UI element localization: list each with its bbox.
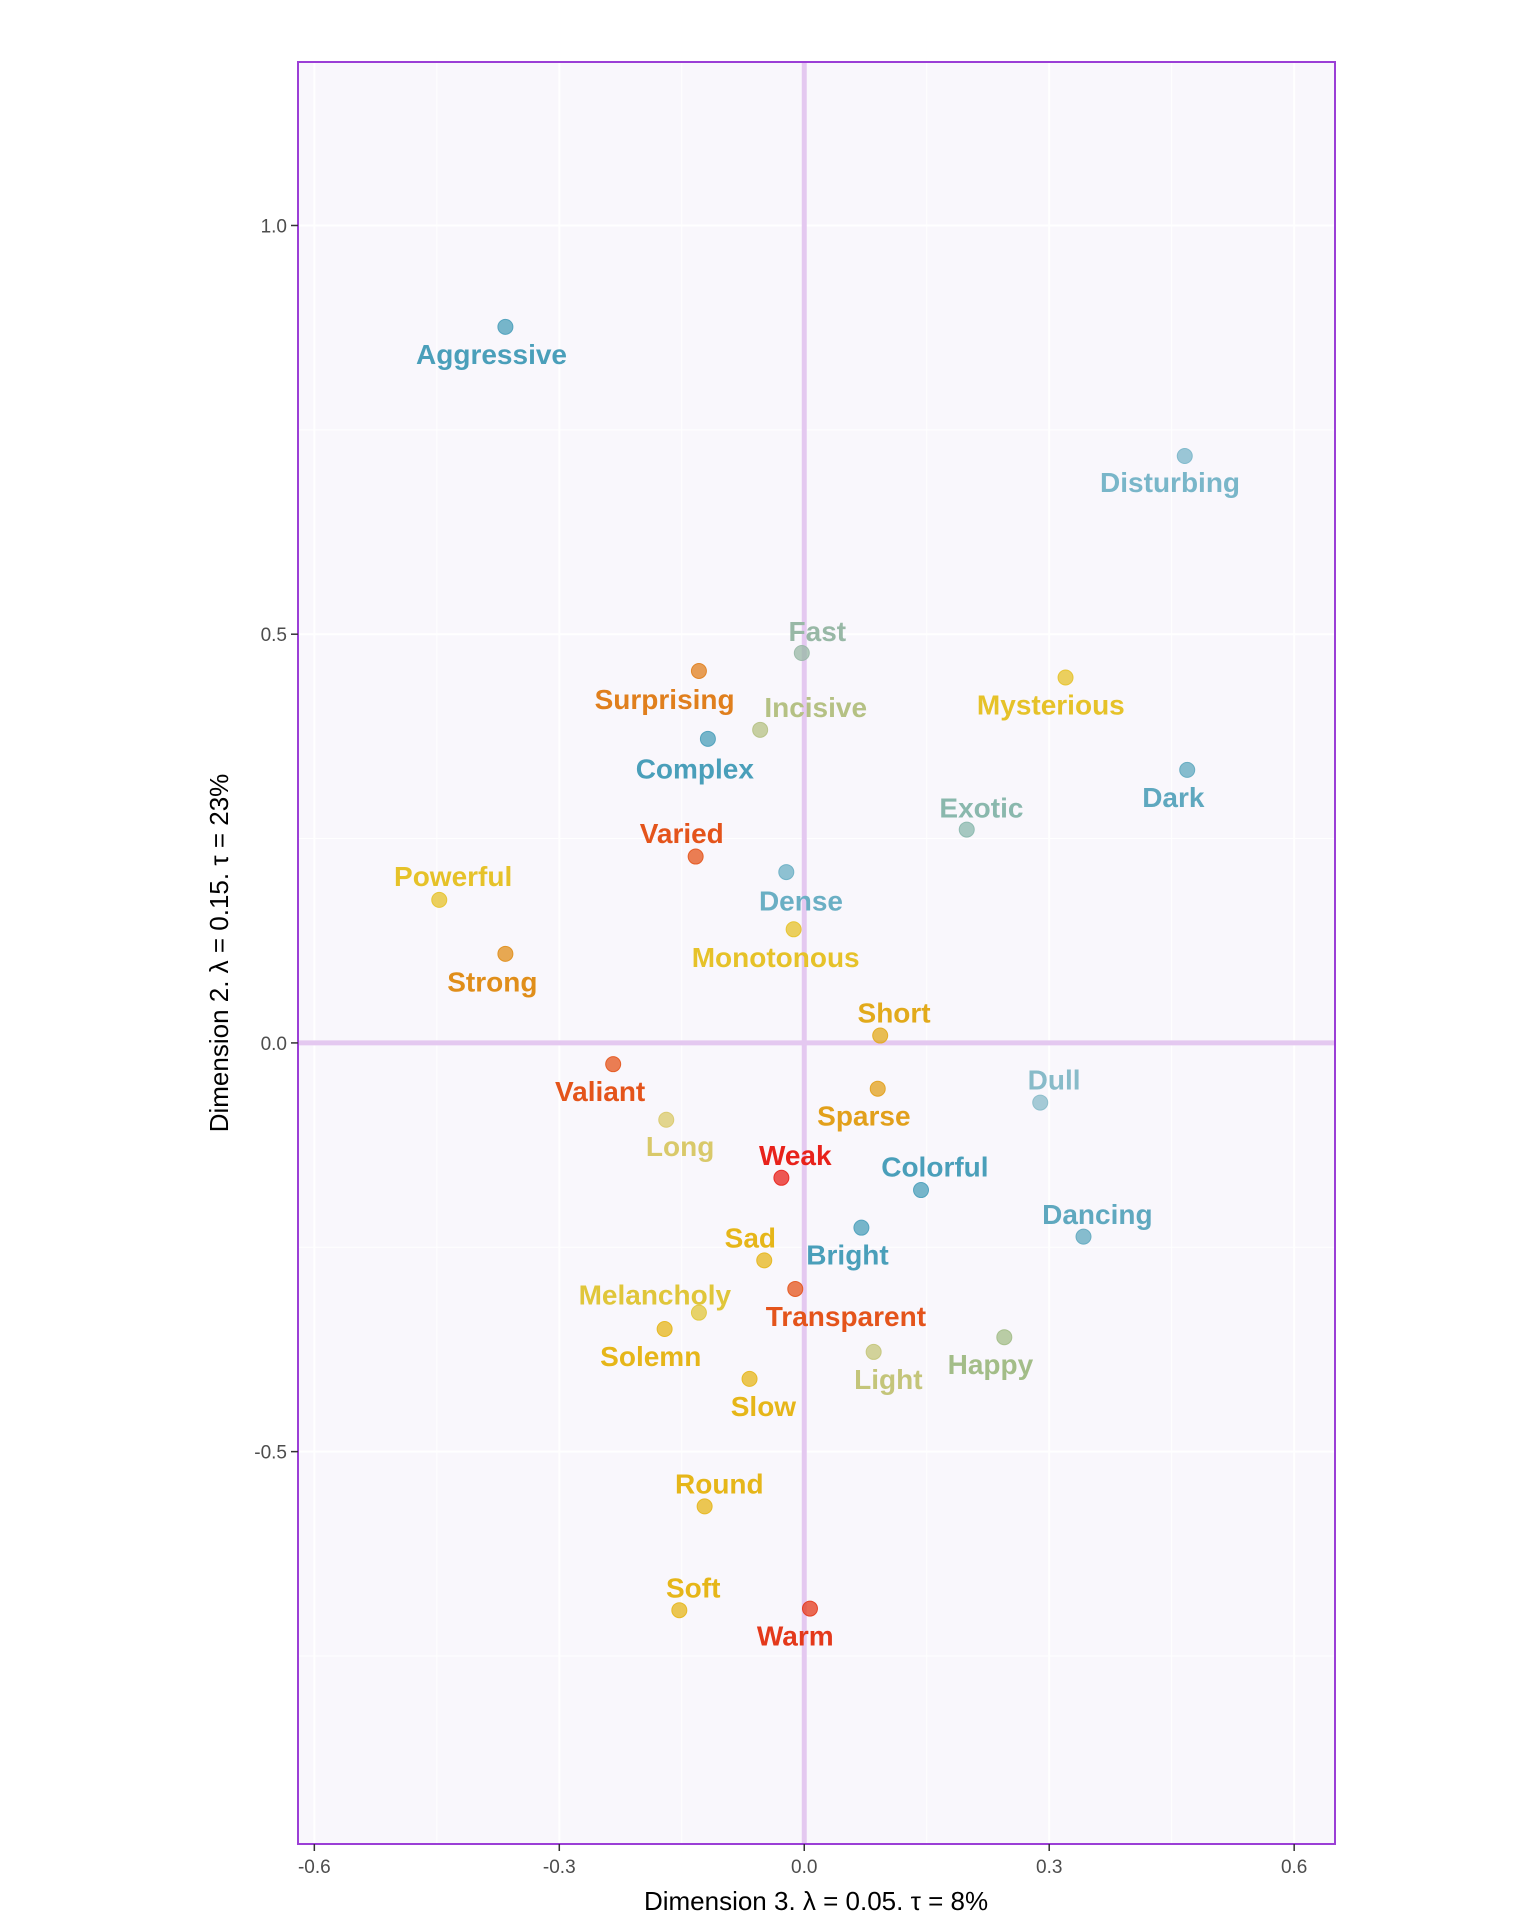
data-point	[958, 821, 975, 838]
data-point	[1176, 448, 1193, 465]
point-label: Dull	[1028, 1065, 1081, 1096]
x-tick-label: -0.3	[543, 1857, 576, 1878]
point-label: Long	[646, 1131, 714, 1162]
x-tick-label: 0.3	[1036, 1857, 1062, 1878]
point-label: Powerful	[394, 861, 512, 892]
x-tick-label: 0.6	[1281, 1857, 1307, 1878]
point-label: Exotic	[939, 792, 1023, 823]
data-point	[690, 662, 707, 679]
point-label: Fast	[789, 616, 847, 647]
y-tick-label: 1.0	[261, 216, 287, 237]
point-label: Sparse	[817, 1101, 910, 1132]
data-point	[778, 864, 795, 881]
panel-frame	[297, 61, 1336, 1845]
y-tick-label: 0.5	[261, 625, 287, 646]
data-point	[785, 921, 802, 938]
point-label: Dark	[1142, 782, 1205, 813]
data-point	[741, 1370, 758, 1387]
point-label: Short	[858, 998, 931, 1029]
data-point	[1075, 1228, 1092, 1245]
point-label: Slow	[731, 1391, 797, 1422]
data-point	[1179, 761, 1196, 778]
point-label: Light	[854, 1364, 922, 1395]
point-label: Happy	[948, 1349, 1034, 1380]
data-point	[687, 848, 704, 865]
data-point	[696, 1498, 713, 1515]
point-label: Strong	[447, 967, 537, 998]
data-point	[671, 1602, 688, 1619]
point-label: Transparent	[766, 1301, 926, 1332]
data-point	[801, 1600, 818, 1617]
point-label: Colorful	[881, 1151, 988, 1182]
point-label: Mysterious	[977, 690, 1125, 721]
y-axis-title: Dimension 2. λ = 0.15. τ = 23%	[204, 774, 234, 1133]
point-label: Valiant	[555, 1076, 645, 1107]
data-point	[756, 1252, 773, 1269]
data-point	[996, 1329, 1013, 1346]
point-label: Sad	[725, 1222, 776, 1253]
point-label: Dancing	[1042, 1199, 1152, 1230]
data-point	[605, 1056, 622, 1073]
data-point	[787, 1280, 804, 1297]
data-point	[497, 318, 514, 335]
y-tick-label: 0.0	[261, 1034, 287, 1055]
point-label: Warm	[757, 1621, 834, 1652]
point-label: Disturbing	[1100, 467, 1240, 498]
point-label: Varied	[640, 818, 724, 849]
data-point	[658, 1111, 675, 1128]
x-axis-title: Dimension 3. λ = 0.05. τ = 8%	[644, 1886, 988, 1916]
point-label: Bright	[806, 1240, 888, 1271]
point-label: Soft	[666, 1572, 720, 1603]
data-point	[913, 1182, 930, 1199]
data-points	[431, 318, 1196, 1619]
data-point	[690, 1304, 707, 1321]
data-point	[773, 1169, 790, 1186]
point-label: Complex	[636, 753, 755, 784]
panel-background	[298, 62, 1335, 1844]
data-point	[1032, 1094, 1049, 1111]
point-label: Melancholy	[579, 1280, 732, 1311]
point-label: Monotonous	[692, 942, 860, 973]
point-label: Dense	[759, 886, 843, 917]
x-tick-label: -0.6	[298, 1857, 331, 1878]
data-point	[656, 1321, 673, 1338]
point-label: Incisive	[764, 692, 867, 723]
data-point	[431, 891, 448, 908]
grid-lines	[298, 62, 1335, 1844]
zero-lines	[298, 62, 1335, 1844]
point-label: Weak	[759, 1140, 832, 1171]
point-labels: Aggressive Disturbing Fast Surprising Incisi…	[394, 339, 1240, 1652]
data-point	[869, 1080, 886, 1097]
x-tick-label: 0.0	[791, 1857, 817, 1878]
data-point	[865, 1343, 882, 1360]
data-point	[853, 1219, 870, 1236]
data-point	[497, 945, 514, 962]
point-label: Surprising	[595, 684, 735, 715]
point-label: Round	[675, 1469, 764, 1500]
data-point	[1057, 669, 1074, 686]
data-point	[793, 645, 810, 662]
data-point	[872, 1027, 889, 1044]
point-label: Solemn	[600, 1341, 701, 1372]
point-label: Aggressive	[416, 339, 567, 370]
data-point	[752, 721, 769, 738]
data-point	[699, 730, 716, 747]
axis-ticks: -0.6 -0.3 0.0 0.3 0.6 1.0 0.5 0.0 -0.5	[254, 216, 1307, 1878]
y-tick-label: -0.5	[254, 1443, 287, 1464]
